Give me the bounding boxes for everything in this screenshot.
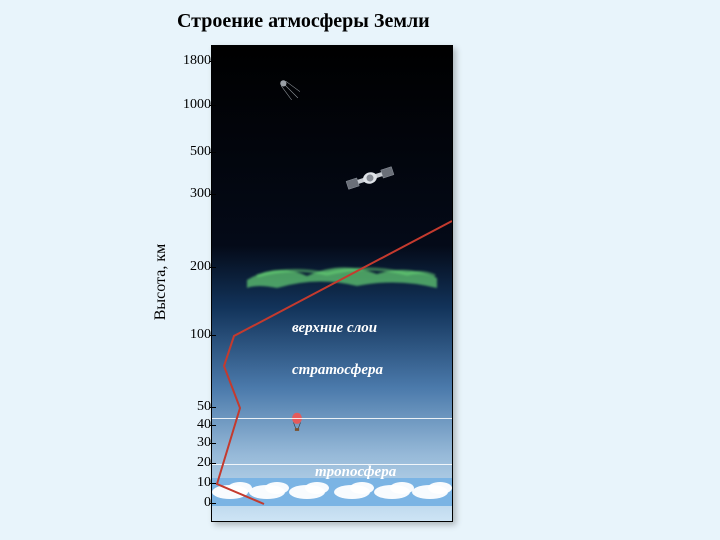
layer-label-troposphere: тропосфера [315,464,396,481]
y-tick: 30 [161,436,215,450]
chart-container: Высота, км [156,45,398,522]
y-tick: 40 [161,418,215,432]
layer-label-upper: верхние слои [292,320,377,337]
atmosphere-chart: верхние слои стратосфера тропосфера [211,45,453,522]
y-tick: 500 [161,145,215,159]
y-tick: 10 [161,476,215,490]
aurora-icon [247,258,437,292]
y-tick: 300 [161,187,215,201]
y-tick: 1000 [161,98,215,112]
page-title: Строение атмосферы Земли [177,10,430,33]
space-station-icon [342,164,398,192]
satellite-icon [274,74,300,100]
layer-boundary [212,418,452,419]
clouds-icon [212,478,452,506]
y-tick: 1800 [161,54,215,68]
layer-label-stratosphere: стратосфера [292,362,383,379]
y-tick: 100 [161,328,215,342]
y-tick: 50 [161,400,215,414]
y-tick: 20 [161,456,215,470]
balloon-icon [290,412,304,434]
y-tick: 200 [161,260,215,274]
y-tick: 0 [161,496,215,510]
y-axis-label: Высота, км [152,232,170,332]
